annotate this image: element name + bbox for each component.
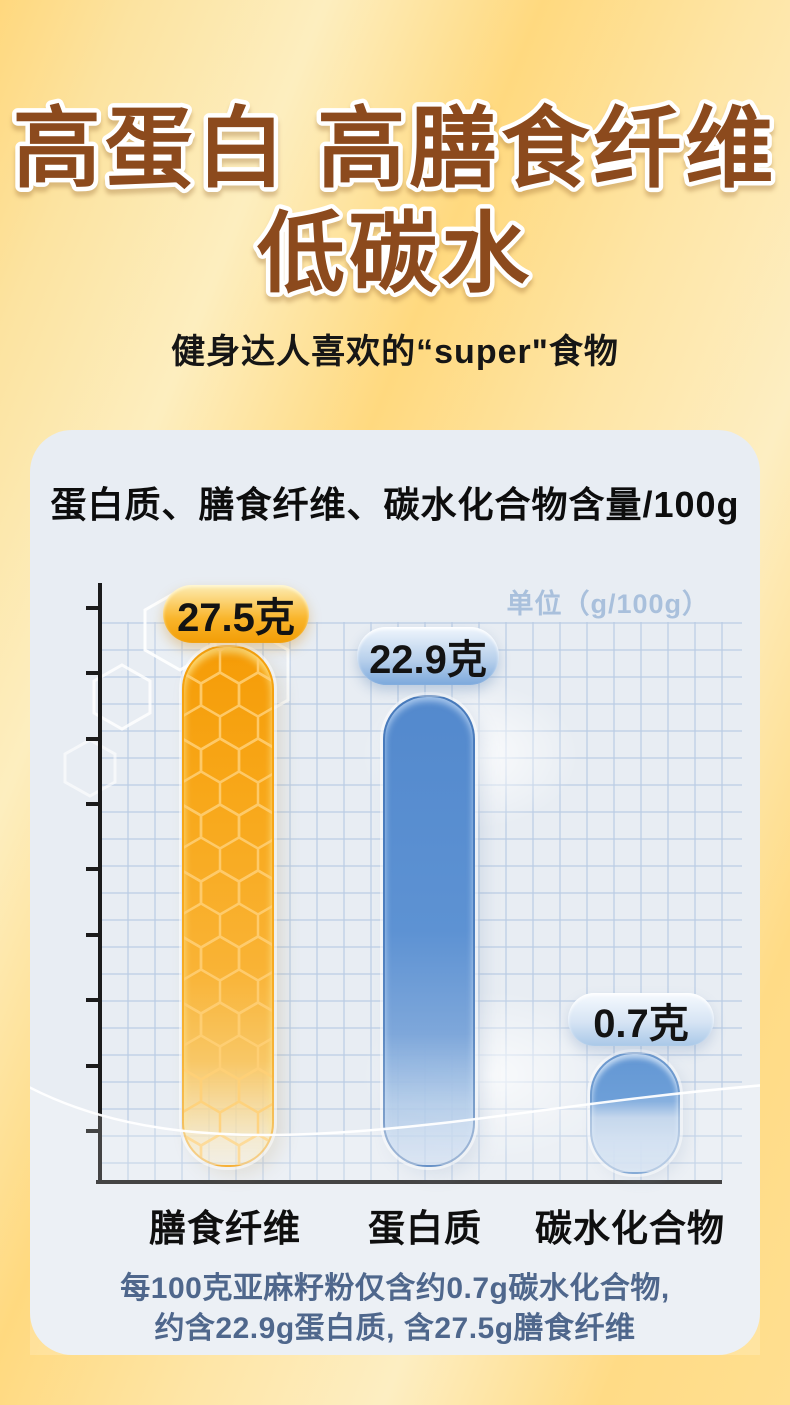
- value-label-carbohydrate: 0.7克: [593, 1001, 689, 1046]
- title-line-1: 高蛋白 高膳食纤维: [13, 99, 777, 198]
- category-label-carbohydrate: 碳水化合物: [535, 1208, 725, 1249]
- y-axis-tick: [86, 671, 99, 675]
- honeycomb-pattern: [184, 647, 272, 1165]
- value-badge-protein: 22.9克: [357, 627, 499, 685]
- chart-title: 蛋白质、膳食纤维、碳水化合物含量/100g: [50, 484, 740, 525]
- y-axis-tick: [86, 998, 99, 1002]
- y-axis-tick: [86, 1064, 99, 1068]
- category-label-protein: 蛋白质: [368, 1208, 482, 1249]
- y-axis-tick: [86, 1129, 99, 1133]
- x-axis: [96, 1180, 722, 1184]
- y-axis: [98, 583, 102, 1184]
- value-badge-carbohydrate: 0.7克: [568, 993, 714, 1046]
- category-label-fiber: 膳食纤维: [149, 1208, 301, 1249]
- y-axis-tick: [86, 867, 99, 871]
- value-badge-fiber: 27.5克: [163, 585, 309, 643]
- y-axis-tick: [86, 933, 99, 937]
- unit-label: 单位（g/100g）: [506, 589, 710, 619]
- title-line-2: 低碳水: [257, 204, 533, 303]
- nutrition-chart-card: 蛋白质、膳食纤维、碳水化合物含量/100g 单位（g/100g）: [30, 430, 760, 1355]
- bar-carbohydrate: [590, 1052, 680, 1174]
- bar-protein: [383, 695, 475, 1167]
- value-label-protein: 22.9克: [369, 638, 487, 682]
- footnote-line-2: 约含22.9g蛋白质, 含27.5g膳食纤维: [154, 1312, 636, 1345]
- y-axis-tick: [86, 802, 99, 806]
- y-axis-tick: [86, 737, 99, 741]
- y-axis-tick: [86, 606, 99, 610]
- footnote-line-1: 每100克亚麻籽粉仅含约0.7g碳水化合物,: [120, 1272, 670, 1305]
- bar-dietary-fiber: [182, 645, 274, 1167]
- page-subtitle: 健身达人喜欢的“super"食物: [171, 333, 619, 371]
- page-title: 高蛋白 高膳食纤维 低碳水: [8, 95, 777, 308]
- value-label-fiber: 27.5克: [177, 596, 295, 640]
